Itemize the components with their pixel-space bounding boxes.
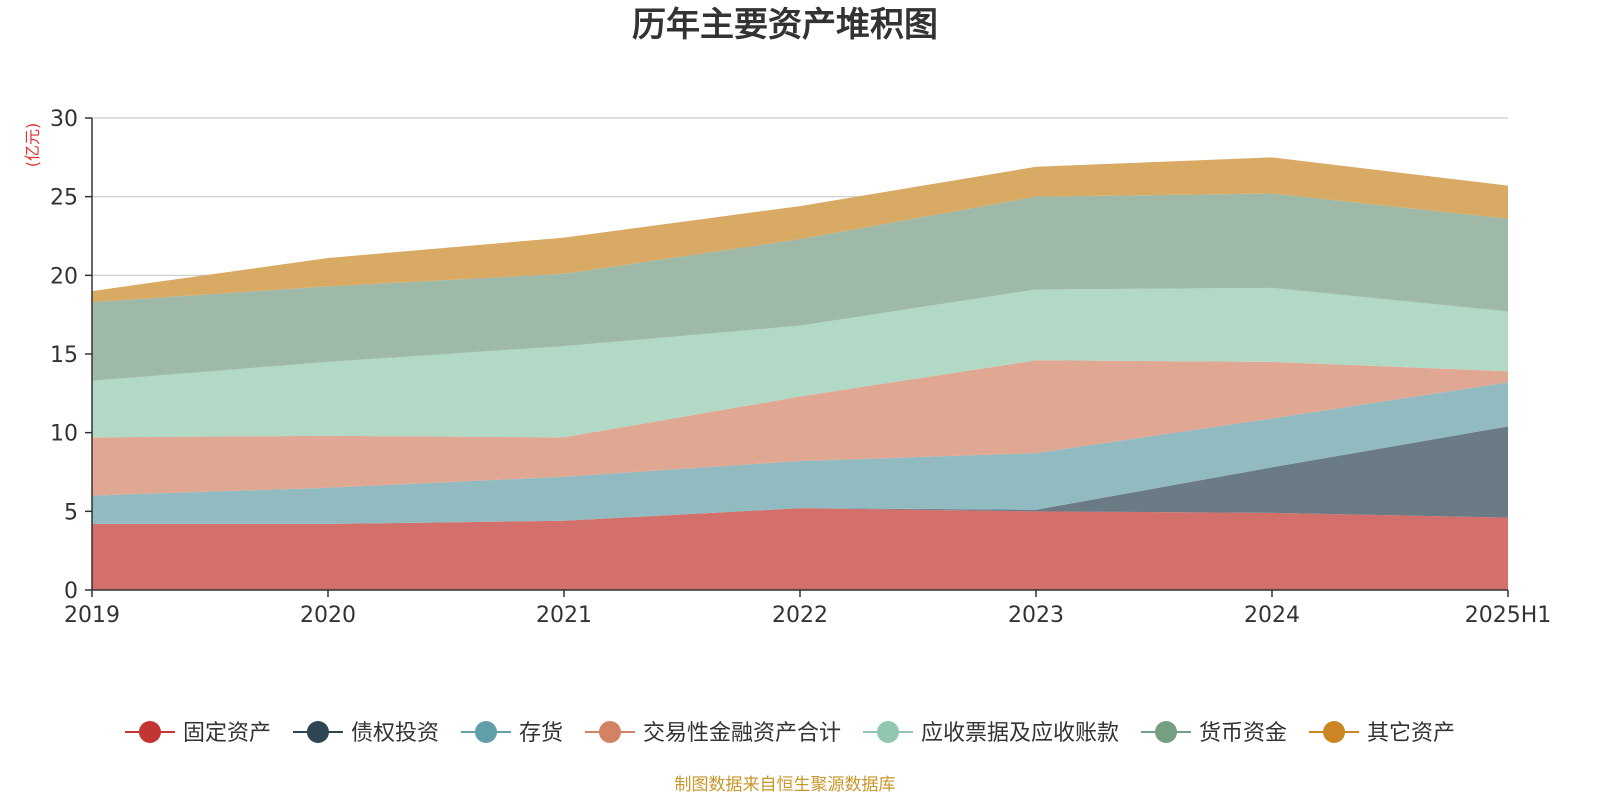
legend-item-0[interactable]: 固定资产 [124, 721, 271, 746]
area-series-0[interactable]: 固定资产 [92, 508, 1508, 590]
chart-title: 历年主要资产堆积图 [632, 5, 938, 45]
y-tick-label-30: 30 [50, 107, 78, 132]
area-series-3[interactable]: 交易性金融资产合计 [92, 360, 1508, 496]
y-tick-label-25: 25 [50, 186, 78, 211]
legend-label-1: 债权投资 [351, 721, 439, 746]
legend-marker-6 [1323, 721, 1346, 743]
legend-marker-2 [474, 721, 497, 743]
legend-marker-1 [306, 721, 329, 743]
x-tick-label-2023: 2023 [1008, 603, 1064, 628]
x-tick-label-2020: 2020 [300, 603, 356, 628]
y-axis-unit-label: (亿元) [23, 123, 42, 168]
legend[interactable]: 固定资产 债权投资 存货 交易性金融资产合计 应收票据及应收账款 货币资金 其它资产 [124, 721, 1455, 746]
y-tick-label-20: 20 [50, 264, 78, 289]
legend-label-0: 固定资产 [183, 721, 271, 746]
x-tick-label-2019: 2019 [64, 603, 120, 628]
y-tick-label-15: 15 [50, 343, 78, 368]
x-tick-label-2025H1: 2025H1 [1465, 603, 1552, 628]
x-tick-label-2021: 2021 [536, 603, 592, 628]
y-tick-label-10: 10 [50, 422, 78, 447]
legend-marker-0 [138, 721, 161, 743]
y-tick-label-5: 5 [64, 500, 78, 525]
legend-label-5: 货币资金 [1199, 721, 1287, 746]
area-series-2[interactable]: 存货 [92, 382, 1508, 524]
legend-label-6: 其它资产 [1367, 721, 1455, 746]
data-source-note: 制图数据来自恒生聚源数据库 [675, 775, 896, 795]
legend-label-4: 应收票据及应收账款 [921, 721, 1119, 746]
area-series-5[interactable]: 货币资金 [92, 193, 1508, 381]
axes: 0 5 10 15 20 25 30 2019 2020 2021 2022 2023 2024 2025… [50, 107, 1551, 628]
legend-item-3[interactable]: 交易性金融资产合计 [584, 721, 841, 746]
legend-marker-3 [598, 721, 621, 743]
legend-item-1[interactable]: 债权投资 [292, 721, 439, 746]
x-tick-label-2022: 2022 [772, 603, 828, 628]
area-series-1[interactable]: 债权投资 [92, 426, 1508, 524]
area-series-6[interactable]: 其它资产 [92, 157, 1508, 303]
y-tick-label-0: 0 [64, 579, 78, 604]
legend-item-5[interactable]: 货币资金 [1141, 721, 1287, 746]
legend-label-2: 存货 [519, 721, 563, 746]
legend-item-2[interactable]: 存货 [460, 721, 563, 746]
legend-label-3: 交易性金融资产合计 [643, 721, 841, 746]
area-series-4[interactable]: 应收票据及应收账款 [92, 287, 1508, 438]
legend-item-6[interactable]: 其它资产 [1309, 721, 1455, 746]
legend-marker-4 [877, 721, 900, 743]
x-tick-label-2024: 2024 [1244, 603, 1300, 628]
legend-marker-5 [1155, 721, 1178, 743]
legend-item-4[interactable]: 应收票据及应收账款 [863, 721, 1119, 746]
